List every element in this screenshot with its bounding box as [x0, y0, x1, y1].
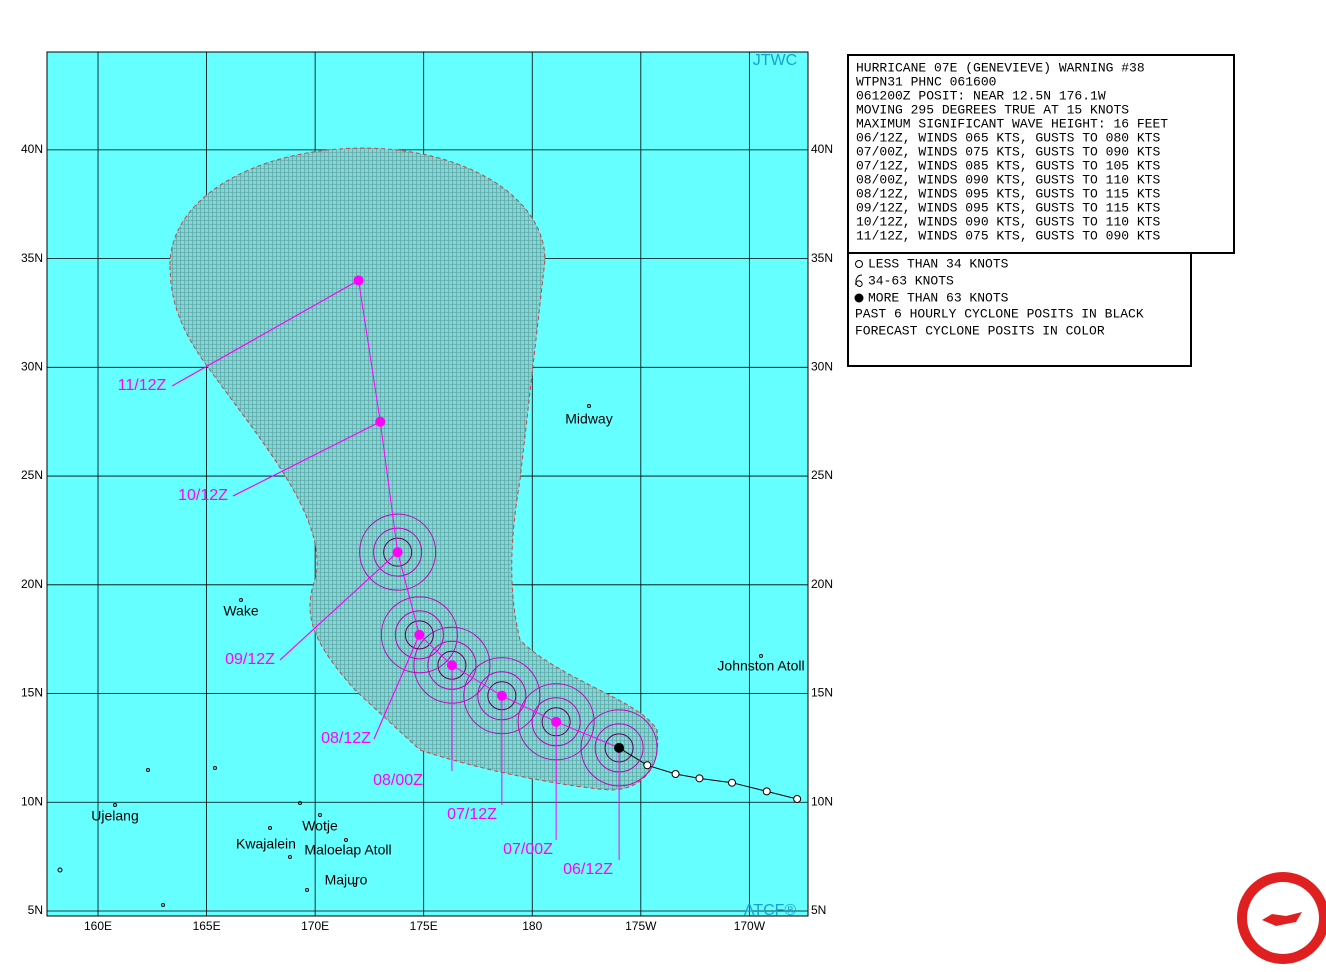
leader-line: [171, 279, 359, 387]
islands: [57, 404, 763, 907]
place-label: Johnston Atoll: [717, 658, 804, 674]
forecast-posit: [446, 660, 457, 671]
wind-radius: [404, 620, 434, 650]
lat-tick-label: 20N: [21, 577, 43, 591]
forecast-posit: [375, 416, 386, 427]
forecast-time-label: 06/12Z: [563, 861, 613, 878]
lon-tick-label: 175W: [625, 919, 657, 933]
forecast-time-label: 07/12Z: [447, 806, 497, 823]
forecast-posit: [614, 742, 625, 753]
legend-box: [847, 252, 1192, 367]
leader-line: [279, 551, 398, 661]
places: Midway Wake Johnston Atoll Ujelang Kwaja…: [91, 411, 804, 888]
track: 06/12Z 07/00Z 07/12Z 08/00Z 08/12Z 09/12Z 10/1…: [118, 275, 802, 878]
place-label: Wotje: [302, 818, 338, 834]
forecast-time-label: 09/12Z: [225, 651, 275, 668]
forecast-time-label: 10/12Z: [178, 487, 228, 504]
lat-tick-label: 5N: [811, 903, 826, 917]
warning-line: 09/12Z, WINDS 095 KTS, GUSTS TO 115 KTS: [856, 200, 1160, 215]
forecast-posit: [414, 629, 425, 640]
forecast-posit: [551, 716, 562, 727]
lon-tick-label: 180: [522, 919, 542, 933]
lat-tick-label: 40N: [21, 142, 43, 156]
jtwc-label: JTWC: [753, 52, 797, 69]
place-label: Wake: [223, 603, 258, 619]
forecast-posit: [353, 275, 364, 286]
warning-line: 11/12Z, WINDS 075 KTS, GUSTS TO 090 KTS: [856, 228, 1160, 243]
past-posit: [643, 761, 652, 770]
lat-tick-label: 30N: [811, 360, 833, 374]
warning-text: HURRICANE 07E (GENEVIEVE) WARNING #38WTP…: [856, 60, 1168, 243]
warning-line: 10/12Z, WINDS 090 KTS, GUSTS TO 110 KTS: [856, 214, 1160, 229]
warning-line: 061200Z POSIT: NEAR 12.5N 176.1W: [856, 88, 1106, 103]
forecast-time-label: 08/00Z: [373, 772, 423, 789]
lat-tick-label: 30N: [21, 360, 43, 374]
warning-line: 07/00Z, WINDS 075 KTS, GUSTS TO 090 KTS: [856, 144, 1160, 159]
wind-radius: [373, 527, 423, 577]
past-posit: [695, 774, 704, 783]
forecast-time-label: 11/12Z: [118, 377, 167, 394]
legend-text: LESS THAN 34 KNOTS 34-63 KNOTS MORE THAN 6…: [855, 256, 1144, 338]
legend-item: LESS THAN 34 KNOTS: [868, 256, 1009, 271]
lat-tick-label: 35N: [811, 251, 833, 265]
wind-radius: [383, 537, 413, 567]
lon-tick-label: 170W: [734, 919, 766, 933]
wind-radius: [359, 513, 437, 591]
warning-line: 08/12Z, WINDS 095 KTS, GUSTS TO 115 KTS: [856, 186, 1160, 201]
warning-box: [847, 54, 1235, 254]
place-label: Ujelang: [91, 808, 138, 824]
warning-line: MAXIMUM SIGNIFICANT WAVE HEIGHT: 16 FEET: [856, 116, 1168, 131]
place-label: Kwajalein: [236, 836, 296, 852]
warning-line: HURRICANE 07E (GENEVIEVE) WARNING #38: [856, 60, 1145, 75]
leader-line: [232, 421, 381, 497]
legend-symbols: [854, 260, 864, 303]
place-label: Majuro: [325, 872, 368, 888]
past-posit: [728, 778, 737, 787]
lat-tick-label: 10N: [811, 794, 833, 808]
lat-tick-label: 40N: [811, 142, 833, 156]
lat-tick-label: 25N: [811, 468, 833, 482]
legend-item: PAST 6 HOURLY CYCLONE POSITS IN BLACK: [855, 306, 1144, 321]
lon-tick-label: 175E: [410, 919, 438, 933]
lat-tick-label: 20N: [811, 577, 833, 591]
lat-tick-label: 35N: [21, 251, 43, 265]
jtwc-logo: [1237, 872, 1326, 964]
warning-line: 08/00Z, WINDS 090 KTS, GUSTS TO 110 KTS: [856, 172, 1160, 187]
past-posit: [793, 795, 802, 804]
leader-line: [373, 634, 420, 740]
wind-radius: [380, 596, 458, 674]
forecast-track: [358, 280, 620, 749]
legend-item: MORE THAN 63 KNOTS: [868, 290, 1009, 305]
lat-tick-label: 15N: [811, 686, 833, 700]
lat-tick-label: 10N: [21, 794, 43, 808]
warning-line: 07/12Z, WINDS 085 KTS, GUSTS TO 105 KTS: [856, 158, 1160, 173]
lon-tick-label: 170E: [301, 919, 329, 933]
lat-tick-label: 15N: [21, 686, 43, 700]
lon-tick-label: 160E: [84, 919, 112, 933]
lat-tick-label: 5N: [28, 903, 43, 917]
warning-line: WTPN31 PHNC 061600: [856, 74, 996, 89]
forecast-time-label: 08/12Z: [321, 730, 371, 747]
warning-line: MOVING 295 DEGREES TRUE AT 15 KNOTS: [856, 102, 1129, 117]
place-label: Midway: [565, 411, 612, 427]
warning-line: 06/12Z, WINDS 065 KTS, GUSTS TO 080 KTS: [856, 130, 1160, 145]
lon-tick-label: 165E: [193, 919, 221, 933]
lat-tick-label: 25N: [21, 468, 43, 482]
wind-radius: [394, 610, 444, 660]
past-posit: [762, 787, 771, 796]
atcf-label: ATCF®: [744, 902, 797, 919]
place-label: Maloelap Atoll: [304, 842, 391, 858]
forecast-time-label: 07/00Z: [503, 841, 553, 858]
forecast-posit: [392, 547, 403, 558]
legend-item: 34-63 KNOTS: [868, 273, 954, 288]
forecast-posit: [496, 690, 507, 701]
legend-item: FORECAST CYCLONE POSITS IN COLOR: [855, 323, 1105, 338]
past-posit: [671, 769, 680, 778]
